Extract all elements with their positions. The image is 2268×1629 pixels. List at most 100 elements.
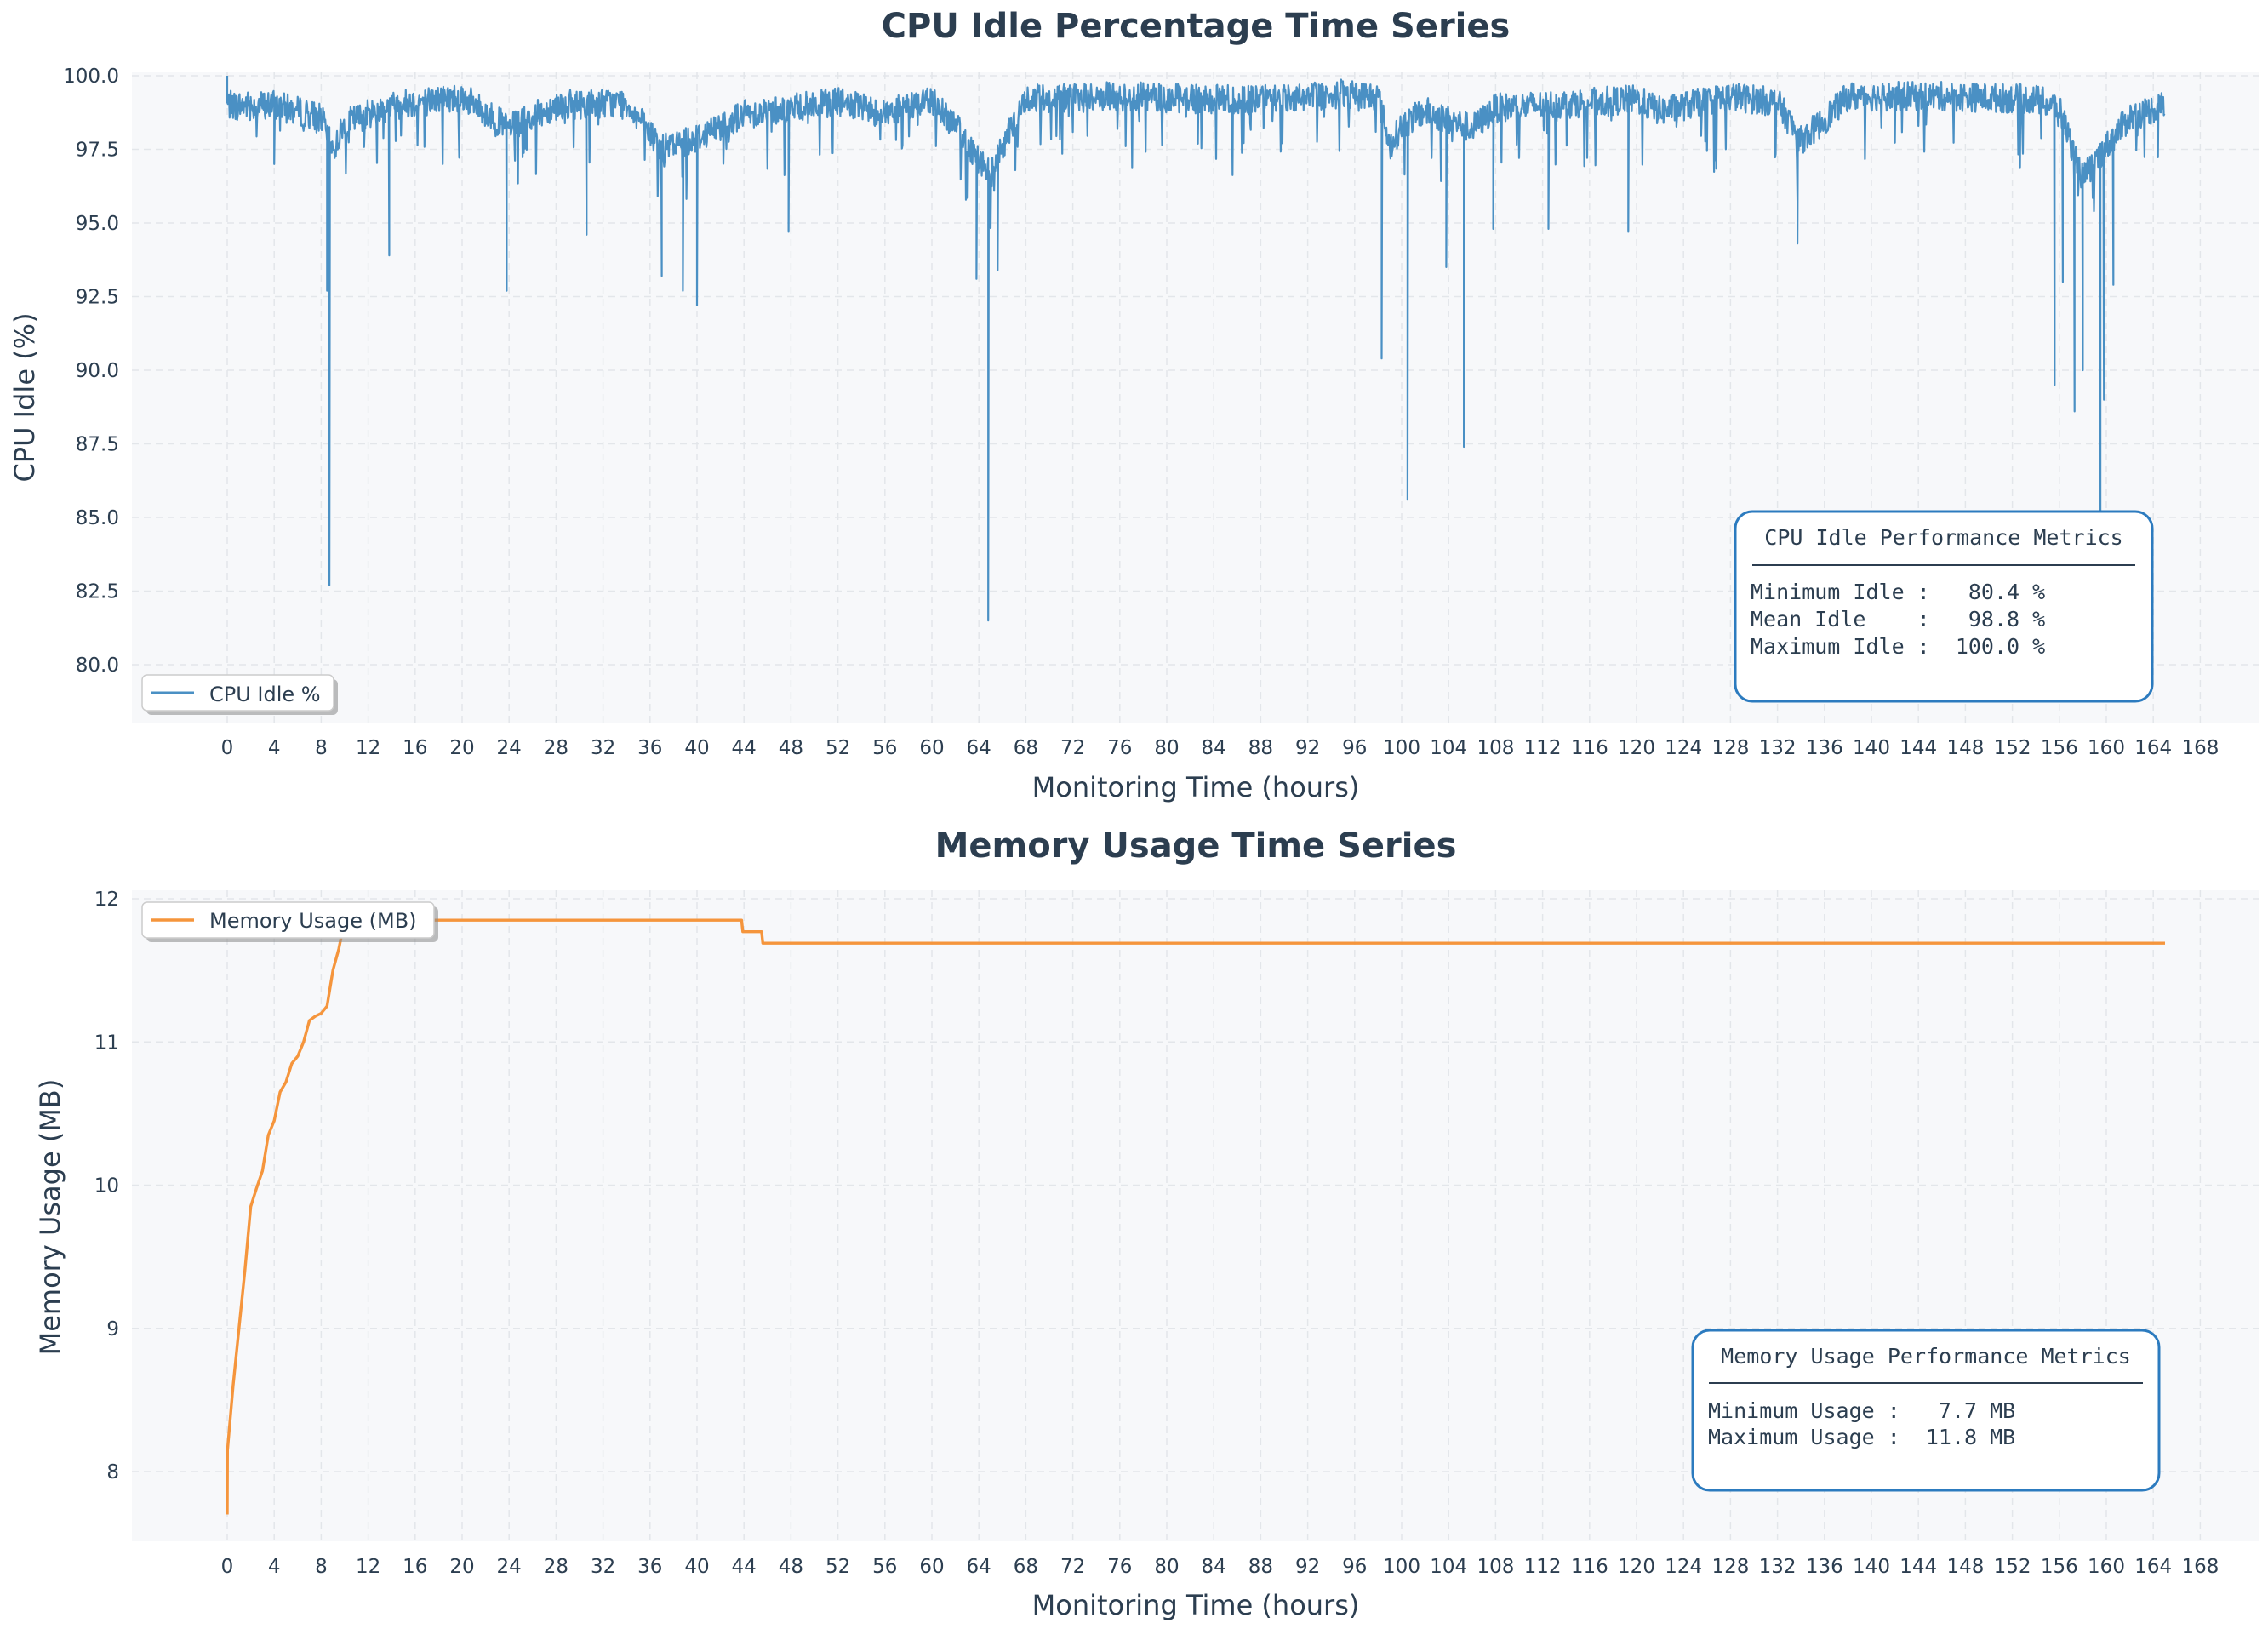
cpu-x-tick-label: 112 [1524,737,1562,759]
cpu-x-tick-label: 104 [1430,737,1467,759]
cpu-x-tick-label: 68 [1014,737,1038,759]
cpu-x-tick-label: 100 [1383,737,1420,759]
cpu-x-tick-label: 88 [1248,737,1273,759]
mem-y-tick-label: 8 [106,1461,119,1483]
mem-y-tick-label: 12 [94,889,119,911]
mem-x-tick-label: 116 [1571,1556,1608,1578]
cpu-x-tick-label: 144 [1900,737,1937,759]
cpu-metric-max: Maximum Idle : 100.0 % [1751,634,2045,659]
cpu-x-tick-label: 40 [684,737,709,759]
mem-x-tick-label: 100 [1383,1556,1420,1578]
mem-x-tick-label: 48 [779,1556,803,1578]
cpu-metrics-box: CPU Idle Performance Metrics Minimum Idl… [1734,510,2154,703]
cpu-x-tick-label: 28 [544,737,568,759]
mem-x-tick-label: 32 [591,1556,615,1578]
memory-usage-series-line [226,918,2165,1515]
mem-x-tick-label: 128 [1711,1556,1749,1578]
cpu-x-tick-label: 84 [1202,737,1226,759]
mem-x-tick-label: 144 [1900,1556,1937,1578]
cpu-x-tick-label: 156 [2041,737,2078,759]
mem-x-tick-label: 16 [403,1556,427,1578]
cpu-y-tick-label: 85.0 [76,507,119,529]
mem-x-tick-label: 112 [1524,1556,1562,1578]
mem-x-tick-label: 8 [315,1556,328,1578]
cpu-x-tick-label: 152 [1994,737,2031,759]
mem-x-tick-label: 168 [2181,1556,2219,1578]
cpu-y-tick-label: 95.0 [76,213,119,235]
mem-x-tick-label: 88 [1248,1556,1273,1578]
cpu-legend-label: CPU Idle % [209,683,321,706]
cpu-x-tick-label: 32 [591,737,615,759]
mem-x-tick-label: 28 [544,1556,568,1578]
memory-legend: Memory Usage (MB) [141,901,438,942]
cpu-x-tick-label: 96 [1342,737,1367,759]
memory-grid [132,890,2259,1541]
memory-chart-title: Memory Usage Time Series [935,826,1457,866]
mem-x-tick-label: 108 [1477,1556,1514,1578]
memory-legend-label: Memory Usage (MB) [209,909,417,933]
mem-x-tick-label: 136 [1806,1556,1843,1578]
cpu-y-tick-label: 82.5 [76,581,119,603]
cpu-x-tick-label: 44 [732,737,757,759]
mem-y-tick-label: 11 [94,1032,119,1054]
mem-x-tick-label: 72 [1060,1556,1085,1578]
cpu-y-axis-label: CPU Idle (%) [9,312,41,482]
cpu-x-tick-label: 132 [1759,737,1797,759]
mem-x-tick-label: 156 [2041,1556,2078,1578]
memory-x-axis-label: Monitoring Time (hours) [1032,1589,1360,1621]
memory-metric-min: Minimum Usage : 7.7 MB [1708,1398,2015,1423]
memory-metrics-box: Memory Usage Performance Metrics Minimum… [1691,1329,2161,1492]
mem-x-tick-label: 92 [1295,1556,1320,1578]
mem-x-tick-label: 80 [1154,1556,1179,1578]
mem-x-tick-label: 44 [732,1556,757,1578]
cpu-chart: CPU Idle Percentage Time Series 80.0 82.5… [9,7,2259,803]
cpu-idle-series-line [226,76,2166,622]
mem-x-tick-label: 84 [1202,1556,1226,1578]
cpu-x-tick-label: 20 [449,737,474,759]
cpu-metrics-title: CPU Idle Performance Metrics [1764,525,2122,550]
cpu-x-tick-label: 80 [1154,737,1179,759]
cpu-y-tick-label: 80.0 [76,654,119,677]
mem-x-tick-label: 0 [221,1556,234,1578]
cpu-x-tick-label: 124 [1665,737,1702,759]
mem-y-tick-label: 9 [106,1318,119,1340]
cpu-x-tick-label: 140 [1853,737,1890,759]
cpu-x-tick-label: 108 [1477,737,1514,759]
memory-metric-max: Maximum Usage : 11.8 MB [1708,1425,2015,1449]
mem-x-tick-label: 40 [684,1556,709,1578]
mem-x-tick-label: 20 [449,1556,474,1578]
mem-x-tick-label: 24 [497,1556,522,1578]
cpu-x-tick-label: 56 [872,737,897,759]
mem-x-tick-label: 12 [356,1556,380,1578]
cpu-x-tick-label: 60 [919,737,944,759]
mem-x-tick-label: 132 [1759,1556,1797,1578]
cpu-x-tick-label: 92 [1295,737,1320,759]
mem-x-tick-label: 164 [2134,1556,2172,1578]
memory-y-axis-label: Memory Usage (MB) [34,1079,66,1356]
cpu-y-ticks: 80.0 82.5 85.0 87.5 90.0 92.5 95.0 97.5 100.0 [63,66,119,677]
mem-x-tick-label: 76 [1107,1556,1132,1578]
cpu-x-tick-label: 160 [2088,737,2125,759]
cpu-y-tick-label: 92.5 [76,287,119,309]
mem-x-tick-label: 124 [1665,1556,1702,1578]
cpu-y-tick-label: 87.5 [76,434,119,456]
memory-metrics-title: Memory Usage Performance Metrics [1721,1344,2131,1369]
cpu-y-tick-label: 100.0 [63,66,119,88]
cpu-chart-title: CPU Idle Percentage Time Series [882,7,1511,46]
cpu-x-tick-label: 148 [1946,737,1984,759]
memory-y-ticks: 8 9 10 11 12 [94,889,119,1483]
cpu-x-tick-label: 16 [403,737,427,759]
cpu-x-ticks: 0 4 8 12 16 20 24 28 32 36 40 44 48 52 56 60 64 68 72 76 80 8… [221,737,2219,759]
cpu-x-tick-label: 36 [637,737,662,759]
cpu-metric-mean: Mean Idle : 98.8 % [1751,607,2045,632]
mem-x-tick-label: 52 [826,1556,850,1578]
cpu-x-tick-label: 128 [1711,737,1749,759]
mem-x-tick-label: 160 [2088,1556,2125,1578]
cpu-x-tick-label: 120 [1618,737,1655,759]
cpu-x-tick-label: 76 [1107,737,1132,759]
cpu-x-tick-label: 164 [2134,737,2172,759]
mem-x-tick-label: 140 [1853,1556,1890,1578]
cpu-x-tick-label: 64 [967,737,991,759]
